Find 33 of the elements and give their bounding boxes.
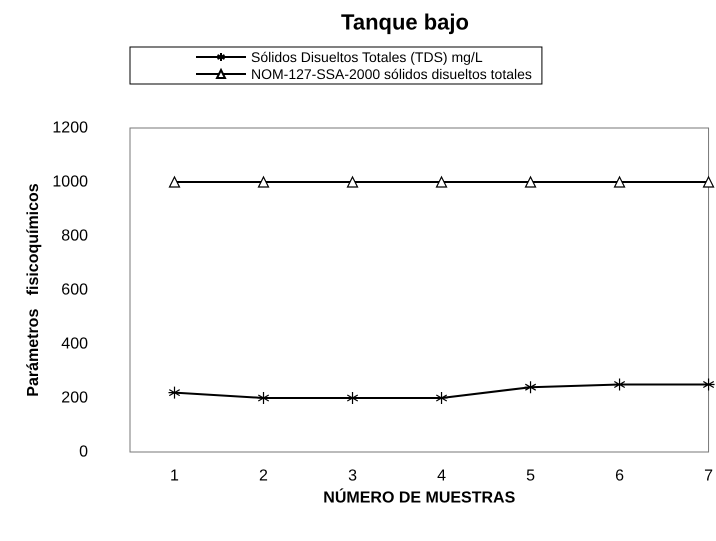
y-tick-label: 400 xyxy=(61,336,88,352)
point xyxy=(702,176,714,188)
legend-label: NOM-127-SSA-2000 sólidos disueltos totales xyxy=(251,66,532,82)
legend-label: Sólidos Disueltos Totales (TDS) mg/L xyxy=(251,49,483,65)
x-tick-label: 2 xyxy=(259,468,268,484)
x-tick-label: 7 xyxy=(704,468,714,484)
y-tick-label: 600 xyxy=(61,282,88,298)
point xyxy=(614,176,626,188)
point xyxy=(256,391,270,405)
x-tick-label: 1 xyxy=(170,468,180,484)
point xyxy=(168,176,180,188)
y-tick-label: 1200 xyxy=(52,120,88,136)
y-tick-label: 0 xyxy=(79,444,88,460)
x-axis-title: NÚMERO DE MUESTRAS xyxy=(323,488,516,506)
point xyxy=(524,176,536,188)
point xyxy=(436,176,448,188)
chart-title: Tanque bajo xyxy=(341,10,469,34)
x-tick-label: 4 xyxy=(437,468,446,484)
y-tick-label: 200 xyxy=(61,390,88,406)
y-tick-label: 800 xyxy=(61,228,88,244)
point xyxy=(434,391,448,405)
y-axis-title: Parámetros fisicoquímicos xyxy=(25,183,42,397)
point xyxy=(168,386,182,400)
point xyxy=(612,378,626,392)
point xyxy=(346,391,360,405)
point xyxy=(524,380,538,394)
x-tick-label: 6 xyxy=(615,468,624,484)
point xyxy=(346,176,358,188)
point xyxy=(702,378,716,392)
x-tick-label: 3 xyxy=(348,468,358,484)
point xyxy=(258,176,270,188)
y-tick-label: 1000 xyxy=(52,174,88,190)
x-tick-label: 5 xyxy=(526,468,536,484)
